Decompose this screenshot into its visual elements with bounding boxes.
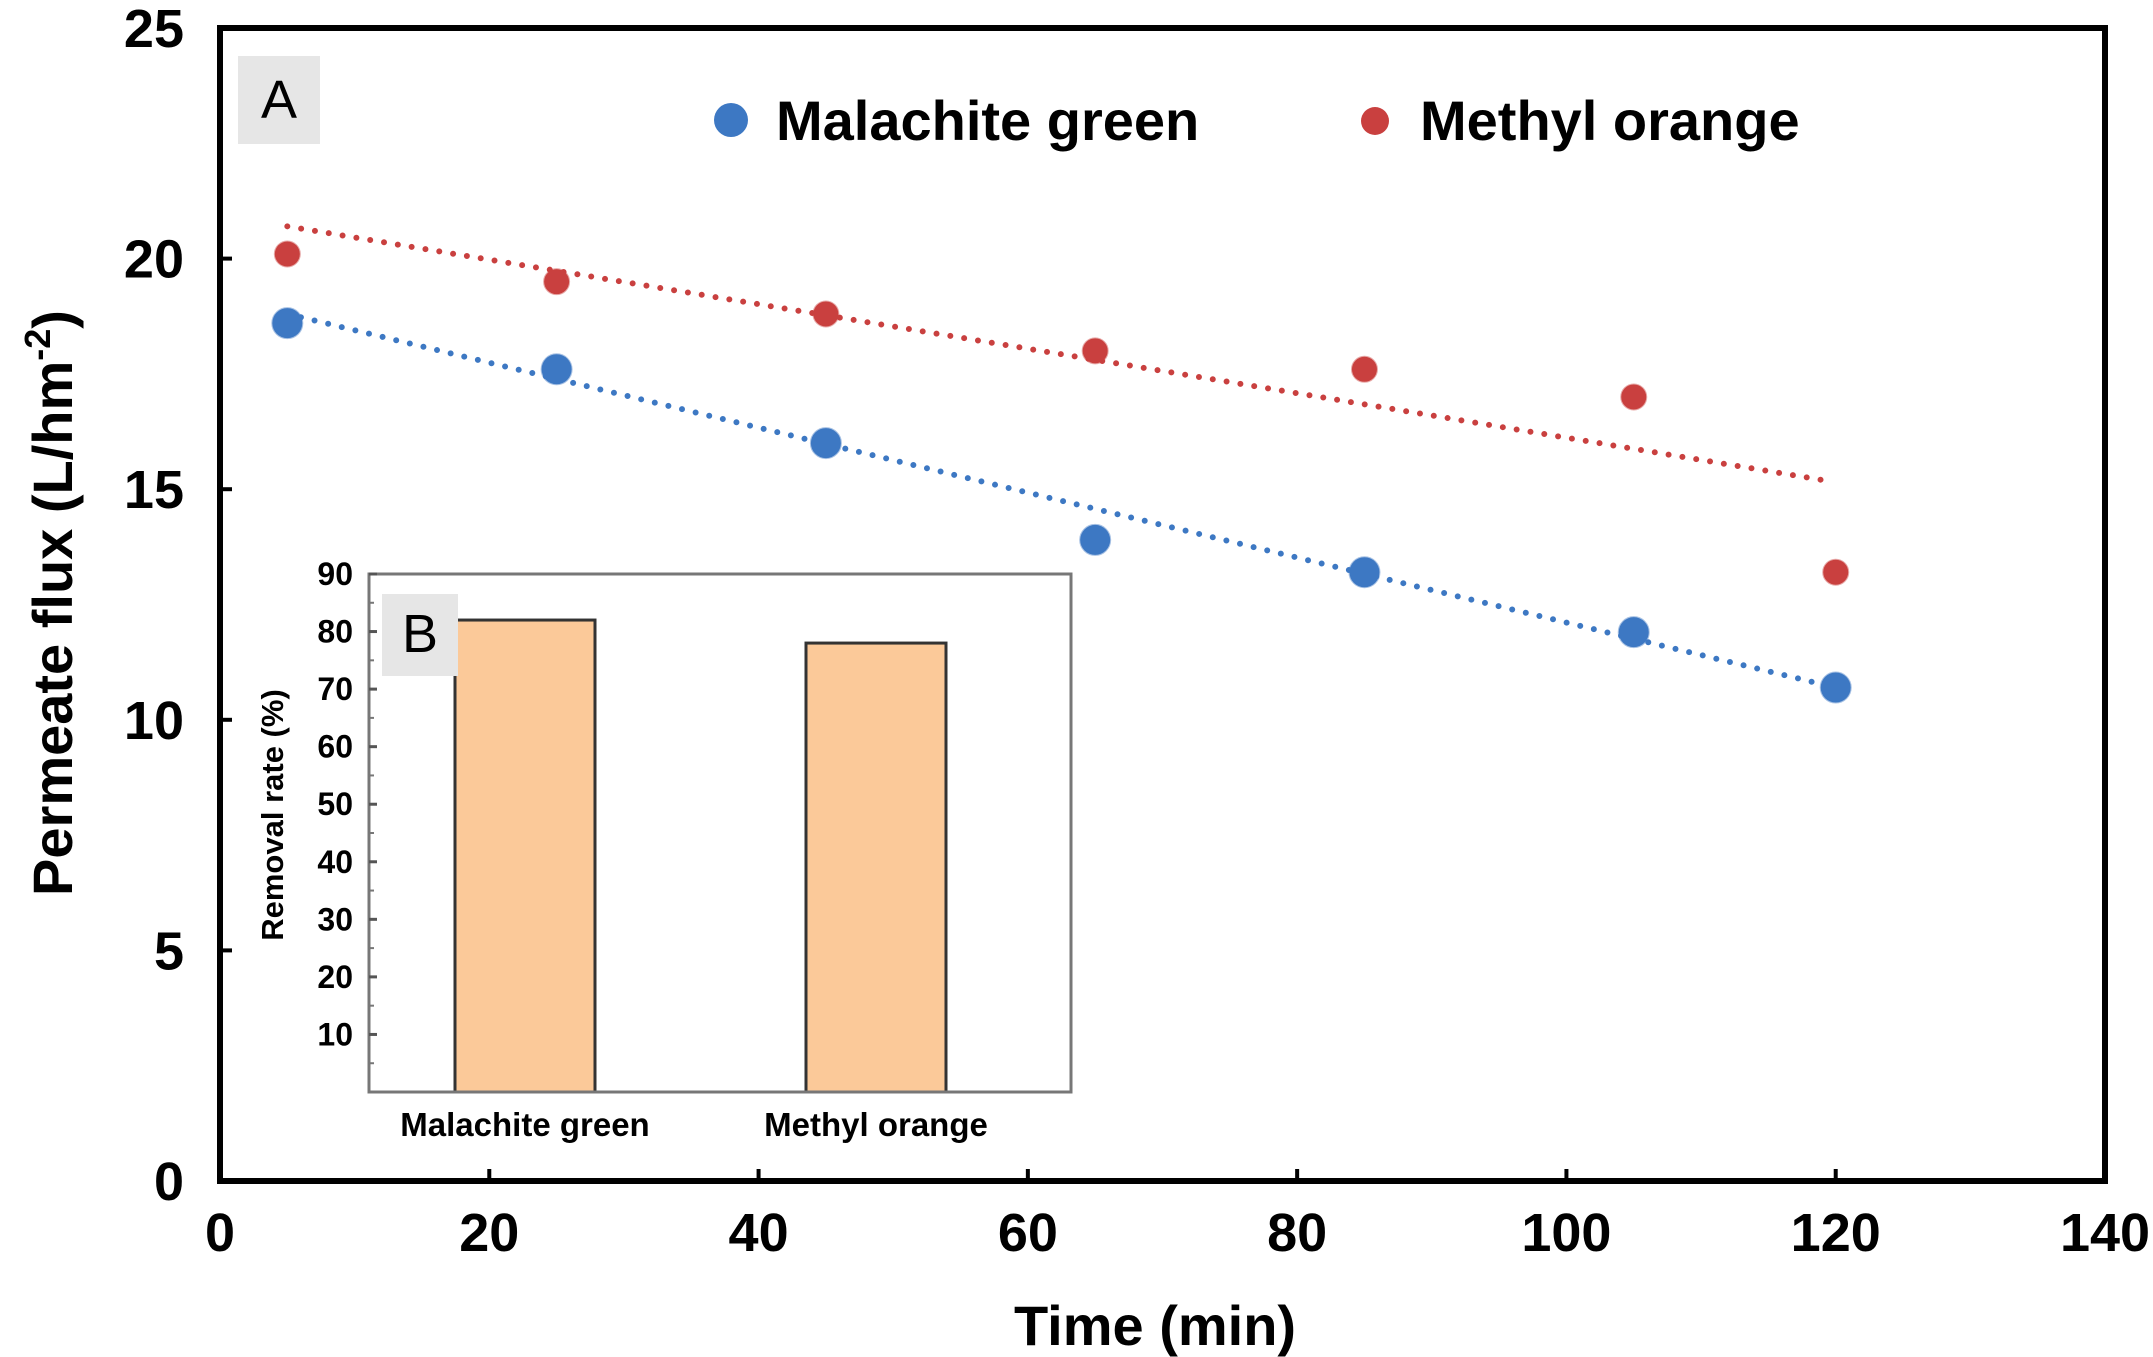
- data-point-malachite-green: [1348, 556, 1381, 589]
- x-tick-label: 120: [1791, 1203, 1881, 1263]
- main-axis-ticks: 0 20 40 60 80 100 120 140 0 5 10 15 20 25: [124, 0, 2150, 1263]
- main-chart: 0 20 40 60 80 100 120 140 0 5 10 15 20 25 A Malachite…: [17, 0, 2150, 1357]
- panel-a-label: A: [261, 70, 297, 130]
- x-tick-label: 0: [205, 1203, 235, 1263]
- inset-y-tick-label: 40: [317, 844, 353, 880]
- x-tick-label: 100: [1521, 1203, 1611, 1263]
- y-axis-title-close: ): [21, 310, 84, 329]
- x-tick-label: 40: [729, 1203, 789, 1263]
- y-tick-label: 10: [124, 691, 184, 751]
- x-tick-label: 140: [2060, 1203, 2150, 1263]
- data-point-malachite-green: [1819, 671, 1852, 704]
- inset-y-axis-title: Removal rate (%): [255, 689, 290, 941]
- bar-methyl-orange: [804, 641, 948, 1094]
- data-point-methyl-orange: [273, 240, 301, 268]
- legend-label-malachite-green: Malachite green: [776, 89, 1199, 152]
- panel-a-label-box: [238, 56, 320, 144]
- data-point-methyl-orange: [812, 300, 840, 328]
- main-data-points: [271, 240, 1852, 704]
- inset-chart: 10 20 30 40 50 60 70 80 90 B Removal rate (%) Ma…: [255, 556, 1073, 1143]
- x-axis-title: Time (min): [1014, 1294, 1296, 1357]
- y-tick-label: 0: [154, 1152, 184, 1212]
- inset-y-tick-label: 80: [317, 614, 353, 650]
- legend-marker-malachite-green: [714, 103, 748, 137]
- inset-y-tick-label: 50: [317, 786, 353, 822]
- data-point-malachite-green: [809, 427, 842, 460]
- inset-category-label-methyl-orange: Methyl orange: [764, 1106, 988, 1143]
- data-point-methyl-orange: [1081, 337, 1109, 365]
- inset-y-tick-label: 10: [317, 1016, 353, 1052]
- inset-category-label-malachite-green: Malachite green: [400, 1106, 649, 1143]
- panel-b-label-box: [382, 594, 458, 676]
- legend: Malachite green Methyl orange: [714, 89, 1800, 152]
- data-point-malachite-green: [1079, 523, 1112, 556]
- legend-marker-methyl-orange: [1361, 107, 1389, 135]
- y-axis-title-main: Permeate flux (L/hm: [21, 361, 84, 896]
- inset-y-tick-label: 60: [317, 729, 353, 765]
- y-axis-title: Permeate flux (L/hm-2): [17, 310, 84, 896]
- inset-y-tick-label: 20: [317, 959, 353, 995]
- inset-y-tick-label: 90: [317, 556, 353, 592]
- data-point-methyl-orange: [543, 268, 571, 296]
- x-tick-label: 80: [1267, 1203, 1327, 1263]
- inset-y-tick-label: 70: [317, 671, 353, 707]
- data-point-methyl-orange: [1822, 558, 1850, 586]
- y-tick-label: 5: [154, 921, 184, 981]
- inset-category-labels: Malachite green Methyl orange: [400, 1106, 988, 1143]
- bar-malachite-green: [453, 618, 597, 1094]
- y-tick-label: 15: [124, 460, 184, 520]
- y-axis-title-superscript: -2: [17, 329, 58, 361]
- data-point-methyl-orange: [1620, 383, 1648, 411]
- y-tick-label: 25: [124, 0, 184, 59]
- data-point-malachite-green: [1617, 616, 1650, 649]
- data-point-malachite-green: [540, 353, 573, 386]
- legend-label-methyl-orange: Methyl orange: [1420, 89, 1800, 152]
- inset-y-tick-label: 30: [317, 901, 353, 937]
- inset-axis-ticks: 10 20 30 40 50 60 70 80 90: [317, 556, 377, 1065]
- data-point-methyl-orange: [1350, 355, 1378, 383]
- main-plot-frame: [217, 25, 2108, 1184]
- x-tick-label: 20: [459, 1203, 519, 1263]
- panel-b-label: B: [402, 604, 438, 664]
- y-tick-label: 20: [124, 230, 184, 290]
- trendline-methyl-orange: [284, 223, 1826, 483]
- x-tick-label: 60: [998, 1203, 1058, 1263]
- data-point-malachite-green: [271, 307, 304, 340]
